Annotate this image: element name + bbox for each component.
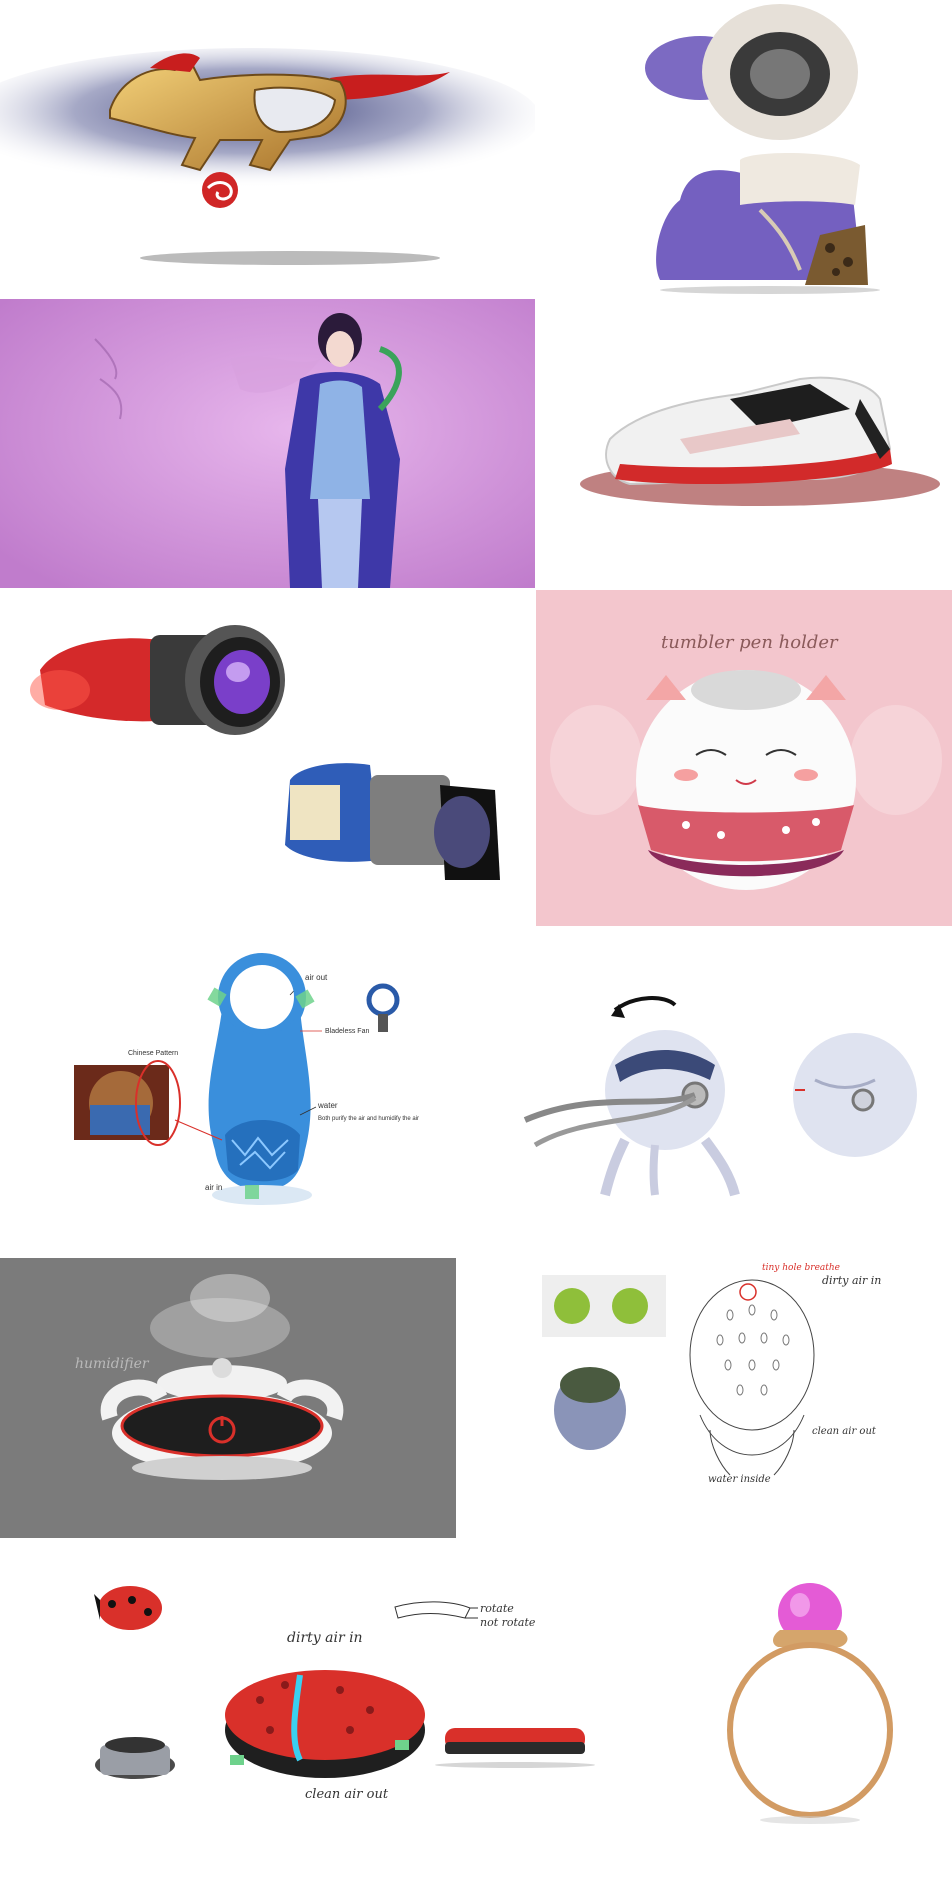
not-rotate-label: not rotate <box>480 1616 536 1629</box>
humidifier-caption: humidifier <box>75 1356 150 1372</box>
ring-render <box>700 1575 940 1835</box>
spider-robot-render <box>515 990 952 1205</box>
rotate-label: rotate <box>480 1602 514 1615</box>
humidifier-render: humidifier <box>0 1258 456 1538</box>
water-label: water <box>317 1101 338 1110</box>
chinese-pattern-label: Chinese Pattern <box>128 1050 178 1057</box>
water-inside-label: water inside <box>708 1474 771 1485</box>
bladeless-fan-label: Bladeless Fan <box>325 1028 369 1035</box>
tiny-hole-label: tiny hole breathe <box>762 1263 840 1273</box>
air-out-label: air out <box>305 973 328 982</box>
fantasy-character-illustration <box>0 299 535 588</box>
air-in-label: air in <box>205 1183 222 1192</box>
armored-horse-illustration <box>0 0 535 296</box>
ladybug-dirty-air-label: dirty air in <box>287 1630 363 1646</box>
tumbler-pen-holder-render: tumbler pen holder <box>536 590 952 926</box>
clean-air-label: clean air out <box>812 1426 877 1437</box>
sneaker-render <box>560 299 952 588</box>
bladeless-purifier-concept: air out air in Bladeless Fan Chinese Pat… <box>0 940 500 1240</box>
fur-boot-render <box>640 0 952 296</box>
cactus-purifier-sketch: tiny hole breathe dirty air in clean air… <box>530 1250 952 1500</box>
ladybug-purifier-concept: dirty air in clean air out rotate not ro… <box>0 1560 640 1850</box>
pen-holder-caption: tumbler pen holder <box>661 632 839 653</box>
ladybug-clean-air-label: clean air out <box>305 1787 389 1802</box>
camera-renders <box>0 590 535 926</box>
water-description: Both purify the air and humidify the air <box>318 1116 419 1122</box>
dirty-air-label: dirty air in <box>822 1274 881 1287</box>
